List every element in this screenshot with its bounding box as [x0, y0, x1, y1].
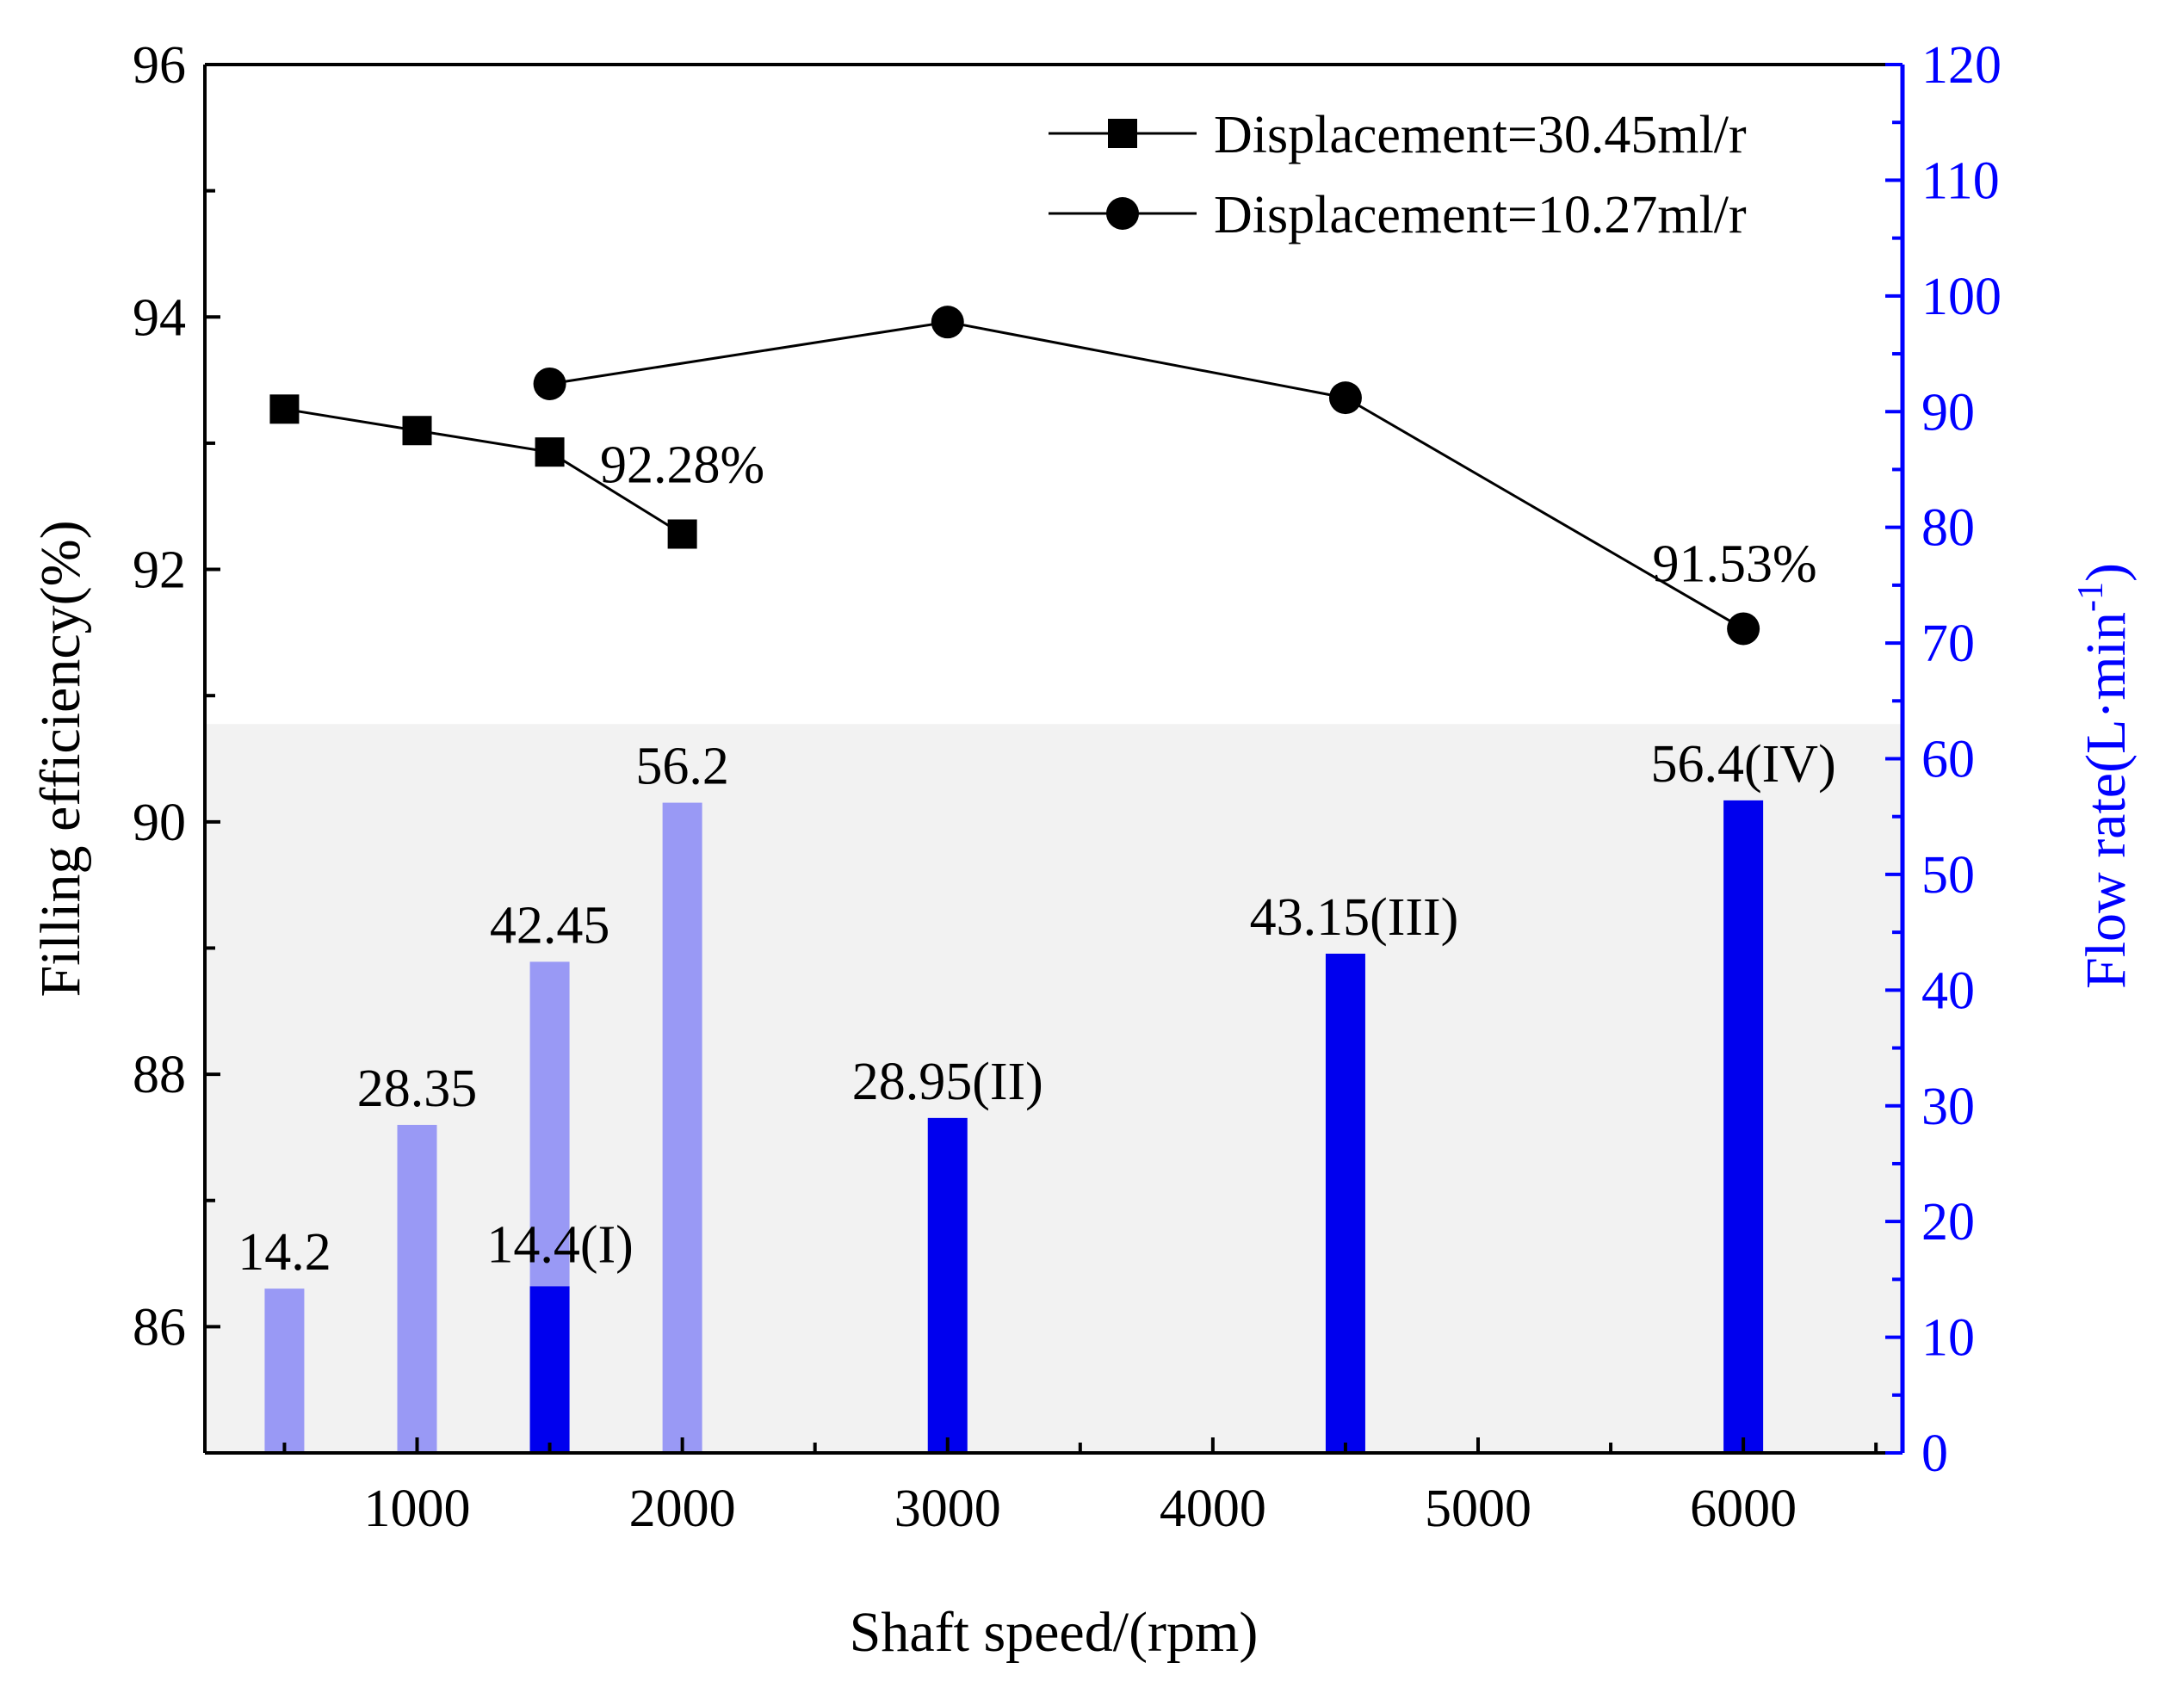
- bar: [529, 1286, 570, 1453]
- y-left-tick-label: 94: [133, 288, 186, 347]
- x-tick-label: 1000: [364, 1480, 471, 1538]
- legend: Displacement=30.45ml/r Displacement=10.27…: [1049, 106, 1747, 244]
- bar: [927, 1117, 968, 1453]
- bar-data-label: 28.95(II): [852, 1053, 1043, 1111]
- y-left-tick-label: 90: [133, 794, 186, 852]
- legend-label: Displacement=30.45ml/r: [1214, 106, 1747, 164]
- y-right-tick-label: 80: [1921, 499, 1975, 558]
- y-right-tick-label: 30: [1921, 1078, 1975, 1136]
- data-point-circle: [1727, 612, 1760, 646]
- y-axis-right-title-sup: -1: [2071, 582, 2111, 612]
- y-left-tick-label: 88: [133, 1046, 186, 1104]
- shaded-region: [205, 724, 1902, 1453]
- y-right-tick-label: 90: [1921, 383, 1975, 442]
- x-tick-label: 4000: [1160, 1480, 1266, 1538]
- y-right-tick-label: 40: [1921, 961, 1975, 1020]
- legend-marker-square: [1108, 119, 1137, 148]
- x-tick-label: 3000: [894, 1480, 1001, 1538]
- bar: [1325, 953, 1365, 1453]
- x-tick-label: 2000: [629, 1480, 736, 1538]
- bar-data-label: 56.4(IV): [1651, 735, 1836, 794]
- y-left-tick-label: 86: [133, 1298, 186, 1357]
- bar-data-label: 43.15(III): [1250, 888, 1459, 947]
- series-line: [549, 320, 1744, 630]
- y-axis-left-title: Filling efficiency(%): [29, 520, 92, 997]
- legend-label: Displacement=10.27ml/r: [1214, 186, 1747, 244]
- x-tick-label: 5000: [1425, 1480, 1531, 1538]
- y-right-tick-label: 110: [1921, 151, 2000, 210]
- y-right-tick-label: 70: [1921, 615, 1975, 673]
- x-axis-title: Shaft speed/(rpm): [850, 1601, 1259, 1664]
- y-right-tick-label: 100: [1921, 268, 2001, 326]
- bar-data-label: 28.35: [357, 1060, 478, 1118]
- data-point-square: [535, 437, 565, 467]
- bar: [397, 1124, 437, 1453]
- legend-marker-circle: [1106, 197, 1139, 230]
- data-point-circle: [931, 306, 964, 339]
- value-annotation: 91.53%: [1653, 535, 1817, 593]
- y-left-tick-label: 92: [133, 541, 186, 600]
- y-axis-right-title: Flow rate(L·min-1): [2071, 563, 2138, 989]
- y-axis-right-title-main: Flow rate(L·min: [2075, 612, 2138, 989]
- y-right-tick-label: 20: [1921, 1193, 1975, 1251]
- bar-data-label: 14.4(I): [486, 1215, 633, 1274]
- bar-data-label: 42.45: [490, 896, 610, 955]
- y-right-tick-label: 60: [1921, 731, 1975, 789]
- data-point-square: [269, 394, 300, 424]
- y-right-tick-label: 0: [1921, 1425, 1948, 1483]
- bar-data-label: 14.2: [238, 1223, 331, 1282]
- y-left-tick-label: 96: [133, 36, 186, 95]
- bar-layer: [264, 800, 1764, 1453]
- data-point-square: [667, 519, 697, 549]
- line-layer: [269, 306, 1760, 646]
- bar: [1723, 800, 1764, 1453]
- axes-layer: 1000 2000 3000 4000 5000 6000 86 88 90 92 94 96 0 10 2…: [133, 36, 2001, 1538]
- y-axis-right-title-close: ): [2075, 563, 2138, 582]
- value-annotation: 92.28%: [600, 436, 764, 494]
- bar: [264, 1289, 305, 1453]
- data-point-circle: [533, 367, 566, 400]
- bar: [662, 802, 702, 1453]
- y-right-tick-label: 50: [1921, 846, 1975, 905]
- y-right-tick-label: 120: [1921, 36, 2001, 95]
- y-right-tick-label: 10: [1921, 1309, 1975, 1368]
- x-tick-label: 6000: [1690, 1480, 1797, 1538]
- series-line: [284, 407, 684, 535]
- bar-data-label: 56.2: [635, 738, 729, 796]
- label-layer: 14.2 28.35 42.45 56.2 14.4(I) 28.95(II) 43.15(…: [238, 436, 1836, 1282]
- data-point-square: [402, 416, 432, 446]
- data-point-circle: [1328, 381, 1362, 415]
